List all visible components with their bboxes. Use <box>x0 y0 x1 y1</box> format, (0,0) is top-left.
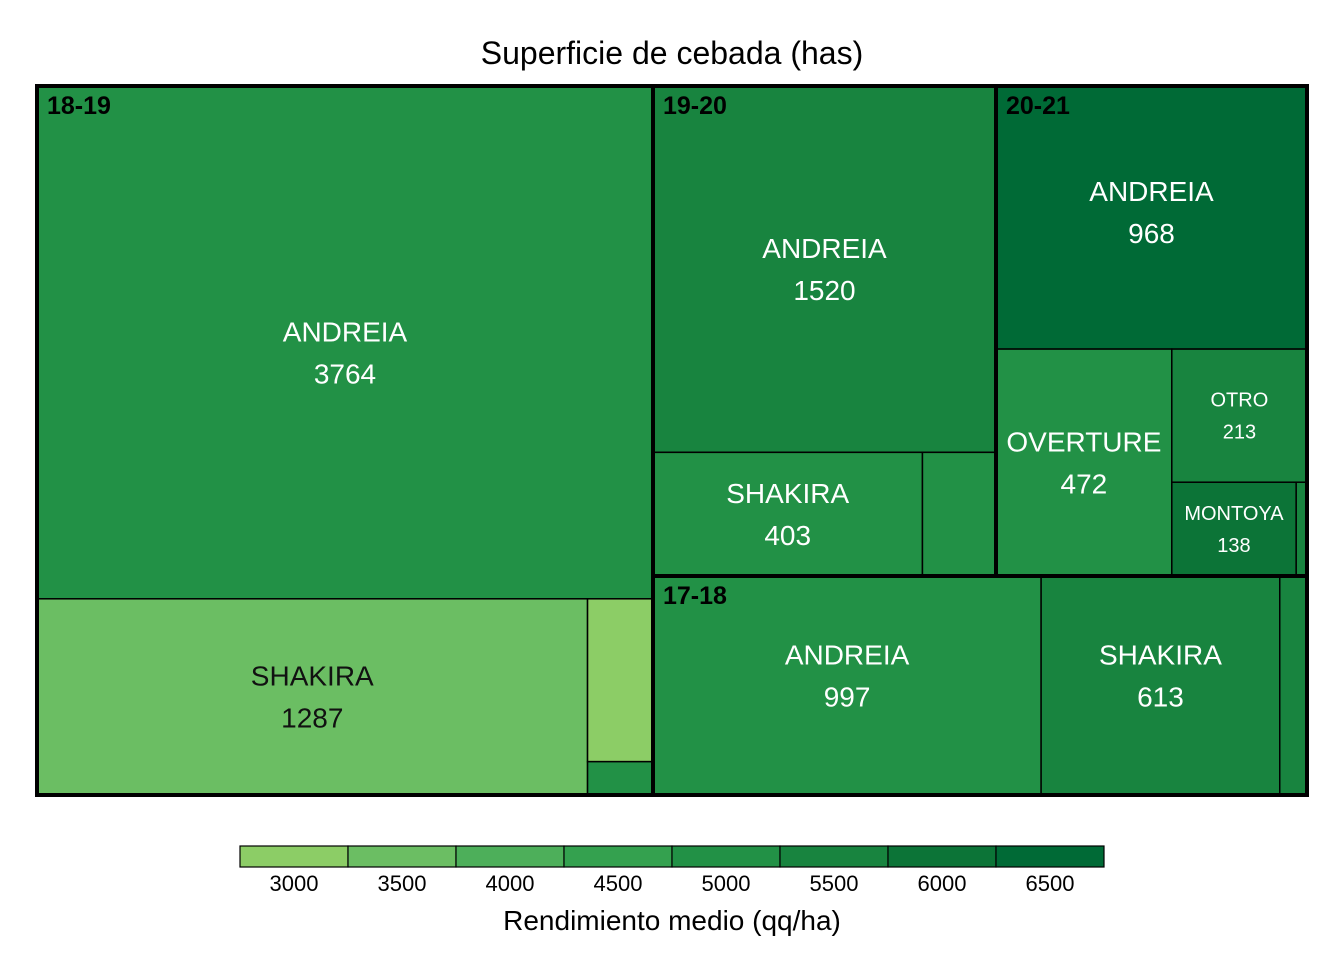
leaf-rect-17-18-shakira-1 <box>1040 575 1281 796</box>
color-legend: 3000 3500 4000 4500 5000 5500 6000 6500 Rendimi… <box>239 845 1105 936</box>
leaf-label-18-19-shakira: SHAKIRA <box>251 661 374 692</box>
legend-swatch-3000 <box>239 845 349 868</box>
legend-swatch-5000 <box>671 845 781 868</box>
legend-swatch-4500 <box>563 845 673 868</box>
leaf-rect-19-20-unlabeled-2 <box>921 451 997 577</box>
legend-tick-label-5000: 5000 <box>702 871 751 896</box>
group-label-17-18: 17-18 <box>663 582 727 610</box>
chart-title: Superficie de cebada (has) <box>481 35 863 71</box>
leaf-label-19-20-andreia: ANDREIA <box>762 233 887 264</box>
leaf-value-20-21-andreia: 968 <box>1128 218 1175 249</box>
leaf-value-17-18-shakira: 613 <box>1137 681 1184 712</box>
legend-tick-label-3000: 3000 <box>270 871 319 896</box>
leaf-rect-18-19-unlabeled-2 <box>586 598 654 763</box>
legend-tick-label-6000: 6000 <box>918 871 967 896</box>
legend-title: Rendimiento medio (qq/ha) <box>503 905 841 936</box>
leaf-label-20-21-overture: OVERTURE <box>1006 426 1161 457</box>
leaf-rect-20-21-montoya-3 <box>1171 481 1297 577</box>
leaf-rect-20-21-overture-1 <box>995 348 1173 577</box>
group-label-20-21: 20-21 <box>1006 92 1070 120</box>
leaf-rect-19-20-andreia-0 <box>652 85 997 454</box>
leaf-value-20-21-montoya: 138 <box>1217 535 1250 557</box>
leaf-rect-18-19-andreia-0 <box>36 85 654 600</box>
legend-swatch-5500 <box>779 845 889 868</box>
legend-swatch-6500 <box>995 845 1105 868</box>
leaf-label-17-18-andreia: ANDREIA <box>785 639 910 670</box>
group-border-17-18 <box>651 574 1309 797</box>
leaf-rect-19-20-shakira-1 <box>652 451 924 577</box>
leaf-label-18-19-andreia: ANDREIA <box>283 316 408 347</box>
group-label-18-19: 18-19 <box>47 92 111 120</box>
legend-tick-label-3500: 3500 <box>378 871 427 896</box>
leaf-value-18-19-shakira: 1287 <box>281 703 343 734</box>
legend-tick-label-5500: 5500 <box>810 871 859 896</box>
legend-swatch-6000 <box>887 845 997 868</box>
leaf-label-20-21-otro: OTRO <box>1211 390 1269 412</box>
leaf-rect-18-19-shakira-1 <box>36 598 589 796</box>
legend-tick-label-4000: 4000 <box>486 871 535 896</box>
legend-tick-label-4500: 4500 <box>594 871 643 896</box>
leaf-rect-20-21-otro-2 <box>1171 348 1308 483</box>
leaf-value-20-21-overture: 472 <box>1061 468 1108 499</box>
treemap-leaves: ANDREIA 3764 SHAKIRA 1287 ANDREIA 1520 SHAKIRA… <box>36 85 1308 796</box>
leaf-label-20-21-montoya: MONTOYA <box>1184 503 1284 525</box>
leaf-value-20-21-otro: 213 <box>1223 422 1256 444</box>
legend-swatch-4000 <box>455 845 565 868</box>
treemap-groups: 18-19 19-20 20-21 17-18 <box>35 84 1309 797</box>
leaf-label-17-18-shakira: SHAKIRA <box>1099 639 1222 670</box>
legend-tick-label-6500: 6500 <box>1026 871 1075 896</box>
legend-swatch-3500 <box>347 845 457 868</box>
leaf-label-20-21-andreia: ANDREIA <box>1089 176 1214 207</box>
leaf-rect-17-18-unlabeled-2 <box>1279 575 1308 796</box>
leaf-value-19-20-andreia: 1520 <box>793 275 855 306</box>
leaf-value-19-20-shakira: 403 <box>764 520 811 551</box>
legend-ticks: 3000 3500 4000 4500 5000 5500 6000 6500 <box>270 871 1075 896</box>
legend-swatches <box>239 845 1105 868</box>
leaf-rect-20-21-andreia-0 <box>995 85 1308 350</box>
group-label-19-20: 19-20 <box>663 92 727 120</box>
leaf-rect-18-19-unlabeled-3 <box>586 760 654 796</box>
leaf-value-18-19-andreia: 3764 <box>314 358 376 389</box>
leaf-label-19-20-shakira: SHAKIRA <box>726 478 849 509</box>
leaf-value-17-18-andreia: 997 <box>824 681 871 712</box>
